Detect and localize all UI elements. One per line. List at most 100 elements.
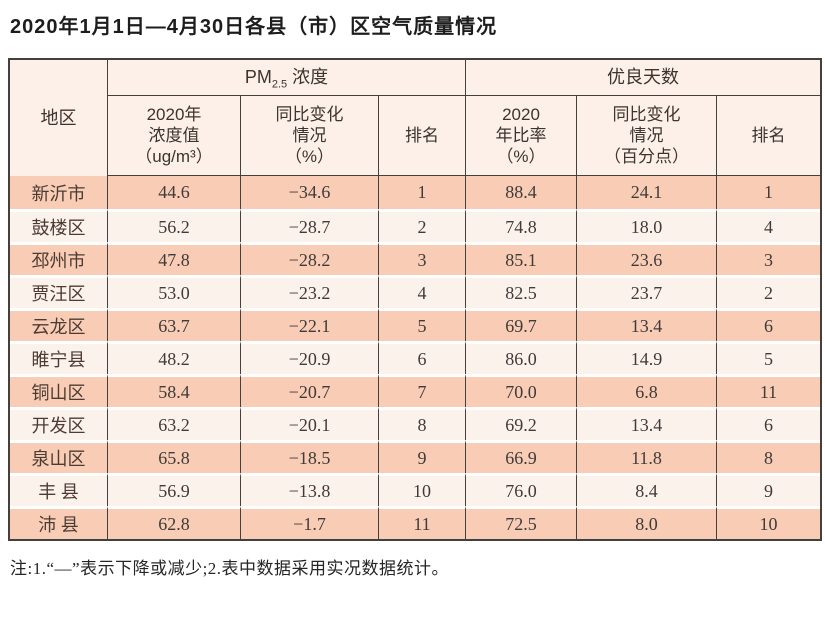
region-cell: 泉山区 [10, 440, 108, 473]
region-cell: 沛 县 [10, 506, 108, 539]
pm25-label-suffix: 浓度 [287, 67, 329, 88]
pm-value-cell: 63.7 [108, 308, 241, 341]
page-title: 2020年1月1日—4月30日各县（市）区空气质量情况 [10, 16, 498, 38]
days-rank-cell: 2 [717, 275, 821, 308]
pm-rank-cell: 6 [379, 341, 466, 374]
days-rank-cell: 9 [717, 473, 821, 506]
pm-change-cell: −1.7 [241, 506, 379, 539]
pm-value-cell: 62.8 [108, 506, 241, 539]
table-row: 沛 县 62.8 −1.7 11 72.5 8.0 10 [10, 506, 821, 539]
pm-rank-cell: 5 [379, 308, 466, 341]
pm-rank-cell: 9 [379, 440, 466, 473]
header-days-rate: 2020 年比率 （%） [466, 96, 577, 176]
days-rank-cell: 4 [717, 209, 821, 242]
region-cell: 丰 县 [10, 473, 108, 506]
table-header: 地区 PM2.5 浓度 优良天数 2020年 浓度值 （ug/m³） 同比变化 … [10, 60, 821, 176]
region-cell: 新沂市 [10, 176, 108, 209]
header-region: 地区 [10, 60, 108, 176]
days-rate-cell: 70.0 [466, 374, 577, 407]
table-row: 丰 县 56.9 −13.8 10 76.0 8.4 9 [10, 473, 821, 506]
days-rate-cell: 74.8 [466, 209, 577, 242]
table-row: 新沂市 44.6 −34.6 1 88.4 24.1 1 [10, 176, 821, 209]
header-days-rank: 排名 [717, 96, 821, 176]
pm-rank-cell: 7 [379, 374, 466, 407]
days-rate-cell: 66.9 [466, 440, 577, 473]
region-cell: 贾汪区 [10, 275, 108, 308]
pm-change-cell: −28.7 [241, 209, 379, 242]
pm-change-cell: −18.5 [241, 440, 379, 473]
days-rank-cell: 10 [717, 506, 821, 539]
pm-value-cell: 47.8 [108, 242, 241, 275]
pm-rank-cell: 10 [379, 473, 466, 506]
pm-value-cell: 56.9 [108, 473, 241, 506]
header-days-change: 同比变化 情况 （百分点） [577, 96, 717, 176]
region-cell: 鼓楼区 [10, 209, 108, 242]
days-rank-cell: 8 [717, 440, 821, 473]
days-rank-cell: 5 [717, 341, 821, 374]
days-rate-cell: 69.7 [466, 308, 577, 341]
days-rank-cell: 6 [717, 407, 821, 440]
table-body: 新沂市 44.6 −34.6 1 88.4 24.1 1 鼓楼区 56.2 −28.7 2 74.8 1… [10, 176, 821, 539]
pm-change-cell: −28.2 [241, 242, 379, 275]
days-rate-cell: 88.4 [466, 176, 577, 209]
table-row: 开发区 63.2 −20.1 8 69.2 13.4 6 [10, 407, 821, 440]
days-change-cell: 14.9 [577, 341, 717, 374]
pm25-label-subscript: 2.5 [271, 78, 288, 91]
days-change-cell: 6.8 [577, 374, 717, 407]
pm-rank-cell: 11 [379, 506, 466, 539]
pm-rank-cell: 1 [379, 176, 466, 209]
air-quality-table: 地区 PM2.5 浓度 优良天数 2020年 浓度值 （ug/m³） 同比变化 … [8, 58, 823, 541]
table-row: 云龙区 63.7 −22.1 5 69.7 13.4 6 [10, 308, 821, 341]
days-change-cell: 24.1 [577, 176, 717, 209]
header-pm-value: 2020年 浓度值 （ug/m³） [108, 96, 241, 176]
region-cell: 云龙区 [10, 308, 108, 341]
table-row: 邳州市 47.8 −28.2 3 85.1 23.6 3 [10, 242, 821, 275]
pm-change-cell: −13.8 [241, 473, 379, 506]
pm-rank-cell: 4 [379, 275, 466, 308]
pm-value-cell: 56.2 [108, 209, 241, 242]
days-rate-cell: 86.0 [466, 341, 577, 374]
days-rank-cell: 3 [717, 242, 821, 275]
table-row: 泉山区 65.8 −18.5 9 66.9 11.8 8 [10, 440, 821, 473]
pm-rank-cell: 2 [379, 209, 466, 242]
footnote: 注:1.“—”表示下降或减少;2.表中数据采用实况数据统计。 [10, 559, 450, 578]
pm-value-cell: 63.2 [108, 407, 241, 440]
days-rate-cell: 82.5 [466, 275, 577, 308]
pm-change-cell: −20.7 [241, 374, 379, 407]
table-row: 鼓楼区 56.2 −28.7 2 74.8 18.0 4 [10, 209, 821, 242]
days-rate-cell: 85.1 [466, 242, 577, 275]
header-pm-change: 同比变化 情况 （%） [241, 96, 379, 176]
page: 2020年1月1日—4月30日各县（市）区空气质量情况 地区 PM2.5 浓度 … [8, 16, 823, 578]
days-rank-cell: 6 [717, 308, 821, 341]
pm-rank-cell: 8 [379, 407, 466, 440]
days-change-cell: 11.8 [577, 440, 717, 473]
pm-change-cell: −20.9 [241, 341, 379, 374]
pm-value-cell: 44.6 [108, 176, 241, 209]
pm-value-cell: 48.2 [108, 341, 241, 374]
pm-change-cell: −22.1 [241, 308, 379, 341]
pm-value-cell: 58.4 [108, 374, 241, 407]
pm-value-cell: 65.8 [108, 440, 241, 473]
days-change-cell: 13.4 [577, 407, 717, 440]
pm-change-cell: −34.6 [241, 176, 379, 209]
days-change-cell: 23.7 [577, 275, 717, 308]
region-cell: 睢宁县 [10, 341, 108, 374]
region-cell: 邳州市 [10, 242, 108, 275]
pm-change-cell: −23.2 [241, 275, 379, 308]
days-rate-cell: 76.0 [466, 473, 577, 506]
days-change-cell: 8.4 [577, 473, 717, 506]
days-change-cell: 23.6 [577, 242, 717, 275]
region-cell: 铜山区 [10, 374, 108, 407]
pm-change-cell: −20.1 [241, 407, 379, 440]
region-cell: 开发区 [10, 407, 108, 440]
table-row: 睢宁县 48.2 −20.9 6 86.0 14.9 5 [10, 341, 821, 374]
days-rate-cell: 69.2 [466, 407, 577, 440]
pm-value-cell: 53.0 [108, 275, 241, 308]
days-rate-cell: 72.5 [466, 506, 577, 539]
header-group-pm25: PM2.5 浓度 [108, 60, 466, 96]
table-row: 铜山区 58.4 −20.7 7 70.0 6.8 11 [10, 374, 821, 407]
pm-rank-cell: 3 [379, 242, 466, 275]
days-change-cell: 13.4 [577, 308, 717, 341]
days-change-cell: 18.0 [577, 209, 717, 242]
header-group-good-days: 优良天数 [466, 60, 821, 96]
